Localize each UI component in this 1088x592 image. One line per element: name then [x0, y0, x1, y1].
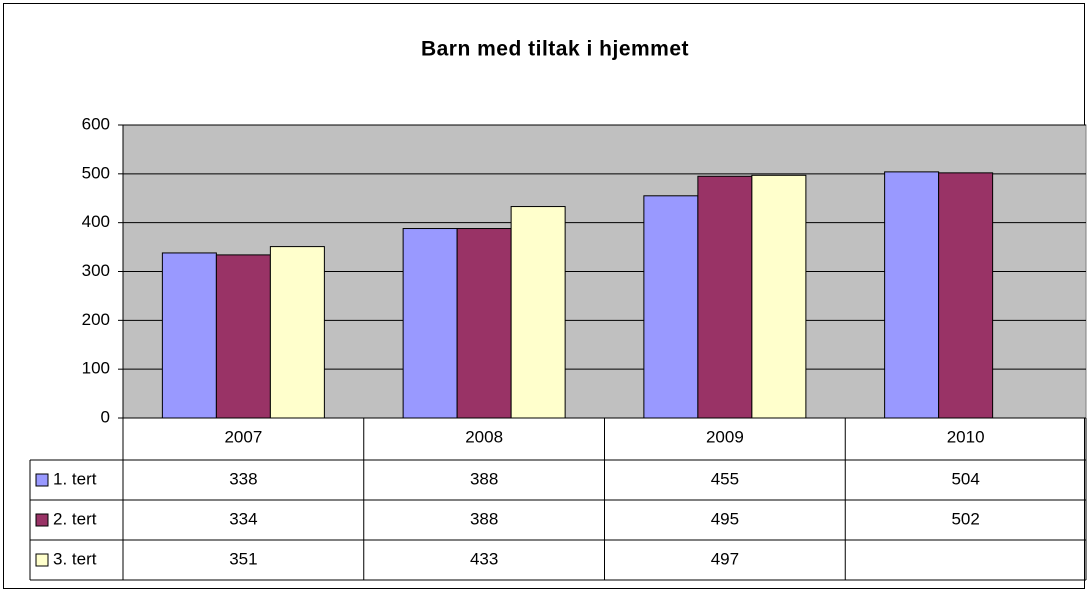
table-value: 495 — [711, 509, 739, 528]
table-value: 388 — [470, 469, 498, 488]
bar — [161, 252, 217, 419]
legend-key — [35, 553, 49, 567]
table-value: 334 — [229, 509, 257, 528]
table-value: 455 — [711, 469, 739, 488]
chart-title: Barn med tiltak i hjemmet — [421, 38, 689, 61]
legend-key — [35, 473, 49, 487]
bar — [697, 175, 753, 419]
table-value: 338 — [229, 469, 257, 488]
bar — [402, 228, 458, 419]
x-tick-label: 2008 — [465, 427, 503, 446]
bar — [269, 246, 325, 419]
legend-label: 3. tert — [53, 549, 97, 568]
legend-key — [35, 513, 49, 527]
x-tick-label: 2007 — [224, 427, 262, 446]
bar — [215, 254, 271, 419]
table-value: 502 — [951, 509, 979, 528]
bar — [751, 174, 807, 419]
y-tick-label: 600 — [82, 114, 110, 133]
bar — [938, 172, 994, 419]
y-tick-label: 300 — [82, 261, 110, 280]
y-tick-label: 0 — [101, 407, 110, 426]
x-tick-label: 2009 — [706, 427, 744, 446]
y-tick-label: 400 — [82, 212, 110, 231]
table-value: 497 — [711, 549, 739, 568]
bar — [510, 206, 566, 419]
bar — [643, 195, 699, 419]
y-tick-label: 100 — [82, 359, 110, 378]
table-value: 351 — [229, 549, 257, 568]
bar — [884, 171, 940, 419]
y-tick-label: 200 — [82, 310, 110, 329]
x-tick-label: 2010 — [947, 427, 985, 446]
bar — [456, 228, 512, 419]
legend-label: 1. tert — [53, 469, 97, 488]
legend-label: 2. tert — [53, 509, 97, 528]
table-value: 504 — [951, 469, 979, 488]
table-value: 388 — [470, 509, 498, 528]
y-tick-label: 500 — [82, 163, 110, 182]
table-value: 433 — [470, 549, 498, 568]
